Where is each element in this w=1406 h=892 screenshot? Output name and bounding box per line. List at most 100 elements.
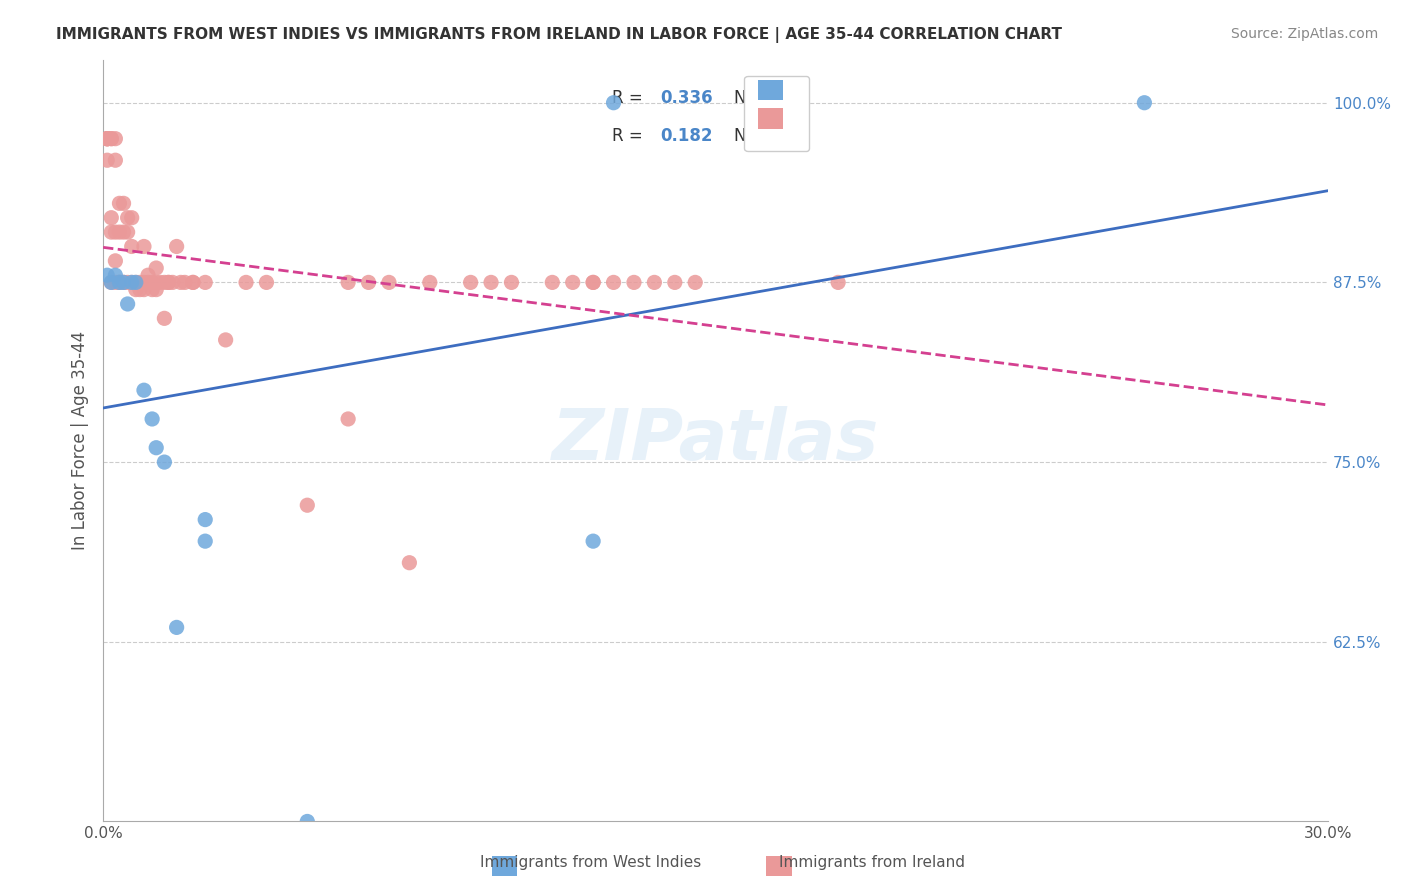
Point — [136, 276, 159, 290]
Point — [378, 276, 401, 290]
Text: 78: 78 — [779, 127, 803, 145]
Point — [125, 283, 148, 297]
Point — [582, 534, 605, 549]
Point — [166, 620, 188, 634]
Point — [96, 268, 118, 283]
Point — [145, 260, 167, 275]
Point — [100, 225, 122, 239]
Point — [157, 276, 180, 290]
Y-axis label: In Labor Force | Age 35-44: In Labor Force | Age 35-44 — [72, 331, 89, 550]
Point — [96, 153, 118, 168]
Point — [117, 276, 139, 290]
Point — [132, 383, 155, 397]
Point — [1133, 95, 1156, 110]
Point — [112, 225, 135, 239]
Text: 19: 19 — [779, 88, 803, 106]
Text: Source: ZipAtlas.com: Source: ZipAtlas.com — [1230, 27, 1378, 41]
Point — [145, 276, 167, 290]
Point — [125, 276, 148, 290]
Point — [194, 513, 217, 527]
Text: Immigrants from West Indies: Immigrants from West Indies — [479, 855, 702, 870]
Point — [194, 534, 217, 549]
Point — [181, 276, 204, 290]
Point — [162, 276, 184, 290]
Text: R =: R = — [612, 88, 648, 106]
Point — [100, 131, 122, 145]
Point — [96, 131, 118, 145]
Text: N =: N = — [734, 127, 770, 145]
Text: IMMIGRANTS FROM WEST INDIES VS IMMIGRANTS FROM IRELAND IN LABOR FORCE | AGE 35-4: IMMIGRANTS FROM WEST INDIES VS IMMIGRANT… — [56, 27, 1063, 43]
Point — [132, 283, 155, 297]
Point — [337, 276, 360, 290]
Point — [112, 276, 135, 290]
Point — [108, 225, 131, 239]
Point — [117, 225, 139, 239]
Point — [100, 211, 122, 225]
Point — [121, 239, 143, 253]
Point — [104, 153, 127, 168]
Point — [561, 276, 583, 290]
Point — [141, 412, 163, 426]
Point — [128, 283, 150, 297]
Point — [128, 276, 150, 290]
Point — [100, 276, 122, 290]
Point — [582, 276, 605, 290]
Point — [132, 276, 155, 290]
Point — [157, 276, 180, 290]
Point — [117, 297, 139, 311]
Point — [96, 131, 118, 145]
Point — [337, 412, 360, 426]
Point — [108, 276, 131, 290]
Point — [96, 131, 118, 145]
Point — [398, 556, 420, 570]
Point — [827, 276, 849, 290]
Point — [108, 276, 131, 290]
Text: 0.336: 0.336 — [661, 88, 713, 106]
Point — [96, 131, 118, 145]
Point — [96, 131, 118, 145]
Point — [145, 283, 167, 297]
Point — [153, 311, 176, 326]
Point — [104, 268, 127, 283]
Point — [582, 276, 605, 290]
Point — [145, 441, 167, 455]
Point — [479, 276, 502, 290]
Point — [623, 276, 645, 290]
Point — [104, 225, 127, 239]
Legend: , : , — [744, 76, 810, 152]
Text: Immigrants from Ireland: Immigrants from Ireland — [779, 855, 965, 870]
Point — [108, 276, 131, 290]
Point — [112, 196, 135, 211]
Point — [100, 276, 122, 290]
Point — [104, 276, 127, 290]
Point — [125, 276, 148, 290]
Point — [153, 276, 176, 290]
Point — [141, 276, 163, 290]
Point — [357, 276, 380, 290]
Point — [235, 276, 257, 290]
Point — [541, 276, 564, 290]
Text: R =: R = — [612, 127, 648, 145]
Point — [297, 814, 319, 829]
Point — [141, 283, 163, 297]
Point — [117, 211, 139, 225]
Point — [121, 211, 143, 225]
Point — [683, 276, 706, 290]
Point — [170, 276, 193, 290]
Point — [112, 276, 135, 290]
Point — [664, 276, 686, 290]
Point — [104, 131, 127, 145]
Text: ZIPatlas: ZIPatlas — [553, 406, 879, 475]
Point — [181, 276, 204, 290]
Text: 0.182: 0.182 — [661, 127, 713, 145]
Point — [460, 276, 482, 290]
Point — [602, 95, 624, 110]
Point — [108, 196, 131, 211]
Point — [419, 276, 441, 290]
Point — [643, 276, 665, 290]
Point — [100, 131, 122, 145]
Point — [501, 276, 523, 290]
Point — [153, 455, 176, 469]
Point — [256, 276, 278, 290]
Point — [214, 333, 236, 347]
